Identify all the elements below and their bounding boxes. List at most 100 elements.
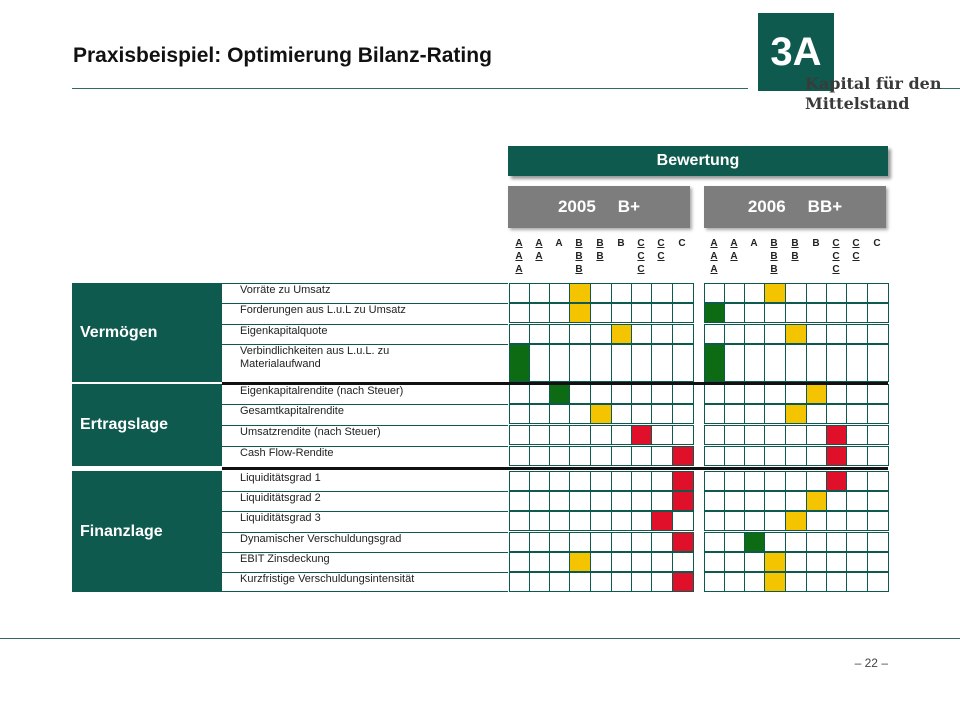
rating-cell bbox=[826, 404, 847, 424]
rating-cell bbox=[724, 344, 745, 382]
rating-cell bbox=[867, 446, 889, 466]
rating-cell bbox=[590, 511, 612, 531]
rating-cell bbox=[785, 404, 807, 424]
rating-cell bbox=[611, 511, 632, 531]
rating-cell bbox=[529, 491, 550, 511]
rating-cell bbox=[806, 324, 827, 344]
rating-cell bbox=[724, 425, 745, 445]
rating-cell bbox=[631, 303, 652, 323]
rating-cell bbox=[651, 552, 673, 572]
rating-cell bbox=[651, 404, 673, 424]
rating-cell bbox=[672, 344, 694, 382]
year-rating: B+ bbox=[617, 197, 641, 216]
page-number: – 22 – bbox=[854, 656, 888, 670]
rating-cell bbox=[846, 303, 868, 323]
title-rule-right bbox=[930, 88, 960, 89]
rating-cell bbox=[806, 446, 827, 466]
rating-cell bbox=[611, 491, 632, 511]
year-label: 2006 bbox=[747, 197, 786, 216]
page-title: Praxisbeispiel: Optimierung Bilanz-Ratin… bbox=[73, 44, 492, 67]
rating-cell bbox=[806, 532, 827, 552]
rating-cell bbox=[785, 552, 807, 572]
rating-cell bbox=[826, 303, 847, 323]
rating-cell bbox=[549, 344, 570, 382]
rating-cell bbox=[509, 324, 530, 344]
rating-cell bbox=[704, 446, 725, 466]
rating-cell bbox=[529, 283, 550, 303]
rating-cell bbox=[569, 471, 591, 491]
rating-cell bbox=[569, 572, 591, 592]
indicator-label: Liquiditätsgrad 1 bbox=[240, 472, 321, 484]
rating-cell bbox=[590, 532, 612, 552]
rating-cell bbox=[631, 283, 652, 303]
rating-cell bbox=[846, 491, 868, 511]
rating-cell bbox=[611, 425, 632, 445]
rating-cell bbox=[846, 324, 868, 344]
rating-cell bbox=[806, 491, 827, 511]
rating-cell bbox=[867, 425, 889, 445]
rating-cell bbox=[651, 446, 673, 466]
rating-cell bbox=[509, 344, 530, 382]
rating-cell bbox=[826, 491, 847, 511]
row-divider bbox=[222, 425, 508, 426]
rating-cell bbox=[785, 511, 807, 531]
rating-cell bbox=[611, 344, 632, 382]
rating-cell bbox=[549, 404, 570, 424]
rating-cell bbox=[509, 471, 530, 491]
rating-cell bbox=[826, 552, 847, 572]
table-bottom-rule bbox=[72, 591, 508, 592]
rating-column-header: A bbox=[555, 238, 563, 249]
rating-cell bbox=[826, 425, 847, 445]
indicator-label: Dynamischer Verschuldungsgrad bbox=[240, 533, 402, 545]
rating-cell bbox=[529, 446, 550, 466]
year-rating: BB+ bbox=[807, 197, 843, 216]
rating-cell bbox=[704, 572, 725, 592]
indicator-label: EBIT Zinsdeckung bbox=[240, 553, 330, 565]
rating-cell bbox=[631, 572, 652, 592]
rating-cell bbox=[590, 404, 612, 424]
rating-cell bbox=[569, 283, 591, 303]
rating-cell bbox=[867, 491, 889, 511]
rating-cell bbox=[569, 384, 591, 404]
rating-cell bbox=[651, 471, 673, 491]
rating-cell bbox=[672, 552, 694, 572]
rating-cell bbox=[631, 532, 652, 552]
rating-cell bbox=[704, 384, 725, 404]
rating-cell bbox=[549, 572, 570, 592]
rating-cell bbox=[744, 303, 765, 323]
rating-cell bbox=[631, 384, 652, 404]
rating-cell bbox=[867, 283, 889, 303]
rating-cell bbox=[846, 572, 868, 592]
rating-cell bbox=[724, 404, 745, 424]
rating-cell bbox=[785, 471, 807, 491]
rating-cell bbox=[744, 532, 765, 552]
rating-cell bbox=[704, 303, 725, 323]
rating-cell bbox=[744, 552, 765, 572]
rating-cell bbox=[529, 552, 550, 572]
indicator-label: Forderungen aus L.u.L zu Umsatz bbox=[240, 304, 406, 316]
rating-cell bbox=[764, 283, 786, 303]
rating-cell bbox=[509, 446, 530, 466]
rating-cell bbox=[549, 324, 570, 344]
rating-cell bbox=[631, 511, 652, 531]
rating-cell bbox=[651, 532, 673, 552]
rating-cell bbox=[631, 552, 652, 572]
rating-cell bbox=[806, 471, 827, 491]
rating-cell bbox=[590, 491, 612, 511]
rating-cell bbox=[569, 404, 591, 424]
section-label: Ertragslage bbox=[72, 384, 222, 466]
row-divider bbox=[222, 491, 508, 492]
rating-cell bbox=[785, 572, 807, 592]
rating-cell bbox=[764, 471, 786, 491]
rating-cell bbox=[704, 425, 725, 445]
logo-line1: Kapital für den bbox=[805, 74, 942, 93]
indicator-label: Liquiditätsgrad 2 bbox=[240, 492, 321, 504]
rating-cell bbox=[509, 425, 530, 445]
rating-cell bbox=[826, 446, 847, 466]
title-rule bbox=[72, 88, 748, 89]
rating-column-header: B bbox=[617, 238, 625, 249]
rating-cell bbox=[806, 344, 827, 382]
rating-cell bbox=[590, 425, 612, 445]
rating-cell bbox=[785, 384, 807, 404]
